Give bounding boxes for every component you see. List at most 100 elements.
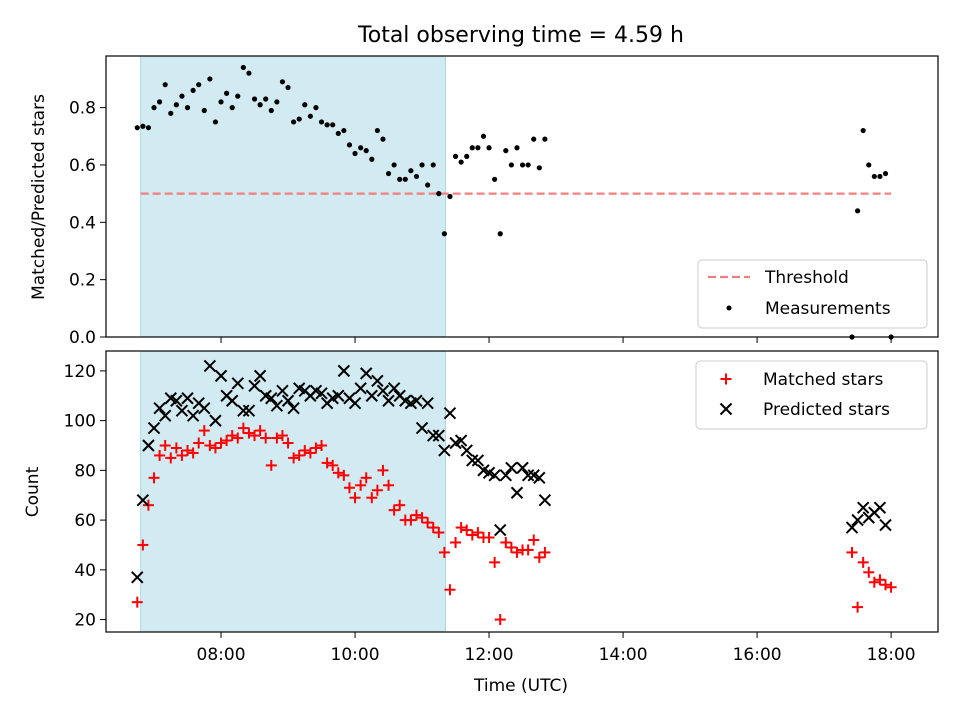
bottom-y-tick-label: 120 (64, 362, 96, 382)
measurement-point (413, 173, 420, 180)
top-y-tick-label: 0.0 (69, 328, 96, 348)
predicted-star-point-b (466, 454, 479, 467)
measurement-point (542, 136, 548, 142)
measurement-point (218, 99, 224, 105)
matched-star-point (461, 524, 473, 536)
predicted-star-point (147, 421, 161, 435)
predicted-star-point (471, 454, 485, 467)
measurement-point (402, 176, 408, 182)
bottom-y-tick-label: 80 (74, 461, 96, 481)
predicted-star-point-b (332, 389, 345, 402)
measurement-point (425, 182, 431, 188)
measurement-point (860, 127, 866, 134)
measurement-point (341, 127, 347, 134)
predicted-star-point-b (856, 501, 870, 514)
predicted-star-point (410, 394, 423, 407)
matched-star-point (416, 512, 428, 524)
measurement-point (307, 113, 313, 119)
predicted-star-point (856, 501, 870, 514)
predicted-star-point-b (376, 384, 390, 397)
predicted-star-point-b (482, 466, 496, 480)
measurement-point (447, 193, 453, 200)
measurement-point (246, 70, 252, 76)
predicted-star-point-b (516, 461, 529, 475)
matched-star-point (293, 449, 305, 461)
matched-star-point (316, 439, 328, 451)
measurement-point (391, 162, 397, 168)
matched-star-point (148, 472, 160, 484)
measurement-point (162, 82, 168, 88)
top-y-tick-label: 0.4 (69, 213, 96, 233)
matched-star-point (321, 457, 333, 469)
matched-star-point (405, 514, 417, 526)
predicted-star-point (443, 406, 457, 420)
matched-star-point (450, 536, 462, 548)
predicted-star-point-b (348, 397, 362, 410)
predicted-star-point-b (873, 501, 887, 514)
matched-star-point (885, 581, 897, 593)
measurement-point (492, 176, 498, 182)
predicted-star-point-b (382, 394, 395, 407)
predicted-star-point (142, 439, 155, 452)
predicted-star-point-b (460, 444, 473, 457)
matched-star-point (433, 527, 445, 539)
matched-star-point (288, 452, 300, 464)
measurement-point (486, 145, 492, 151)
measurements-legend-swatch (726, 305, 732, 311)
predicted-star-point-b (175, 404, 189, 417)
predicted-star-point-b (337, 364, 351, 378)
predicted-star-point (488, 469, 501, 482)
top-y-tick-label: 0.8 (69, 99, 96, 119)
bottom-x-axis: 08:00 10:00 12:00 14:00 16:00 18:00 (197, 632, 916, 665)
predicted-star-point (538, 493, 552, 507)
matched-star-point (232, 432, 244, 444)
matched-star-point (198, 425, 210, 437)
matched-star-point (349, 492, 361, 504)
bottom-y-tick-label: 20 (74, 611, 96, 631)
predicted-star-point (365, 389, 379, 402)
predicted-star-point-b (292, 382, 306, 395)
measurement-point (201, 107, 207, 114)
matched-star-point (271, 432, 283, 444)
top-x-axis (220, 337, 892, 343)
measurement-point (866, 162, 872, 168)
predicted-star-point (181, 392, 194, 405)
predicted-star-point-b (142, 439, 155, 452)
predicted-star-point-b (253, 369, 267, 383)
measurement-point (436, 191, 442, 197)
predicted-star-point (281, 394, 295, 407)
matched-star-point (494, 614, 506, 626)
predicted-star-point-b (510, 486, 524, 499)
predicted-star-point (131, 571, 144, 584)
predicted-star-point-b (170, 394, 183, 407)
matched-star-point (282, 437, 294, 449)
predicted-star-point-b (153, 401, 166, 415)
predicted-star-point-b (415, 421, 429, 435)
predicted-star-point-b (181, 392, 194, 405)
predicted-star-point (203, 359, 217, 373)
measurement-point (229, 105, 235, 111)
predicted-star-point-b (879, 518, 892, 532)
measurement-point (508, 162, 514, 168)
predicted-star-point-b (432, 429, 446, 442)
measurement-point (184, 105, 191, 111)
top-legend: Threshold Measurements (697, 259, 928, 329)
matched-star-point (533, 551, 545, 563)
matched-star-point (472, 527, 484, 539)
measurement-point (251, 96, 258, 102)
predicted-star-point (158, 409, 172, 422)
predicted-star-point-b (231, 377, 244, 390)
measurement-point (536, 165, 542, 171)
matched-star-point (455, 522, 467, 534)
predicted-star-point-b (225, 394, 239, 407)
predicted-star-point (265, 392, 278, 405)
measurement-point (531, 136, 537, 142)
predicted-star-point-b (471, 454, 485, 467)
measurement-point (313, 105, 319, 111)
predicted-star-point (214, 369, 228, 383)
predicted-star-point-b (214, 369, 228, 383)
measurement-point (235, 93, 241, 99)
matched-star-point (165, 452, 177, 464)
measurement-point (519, 162, 526, 168)
